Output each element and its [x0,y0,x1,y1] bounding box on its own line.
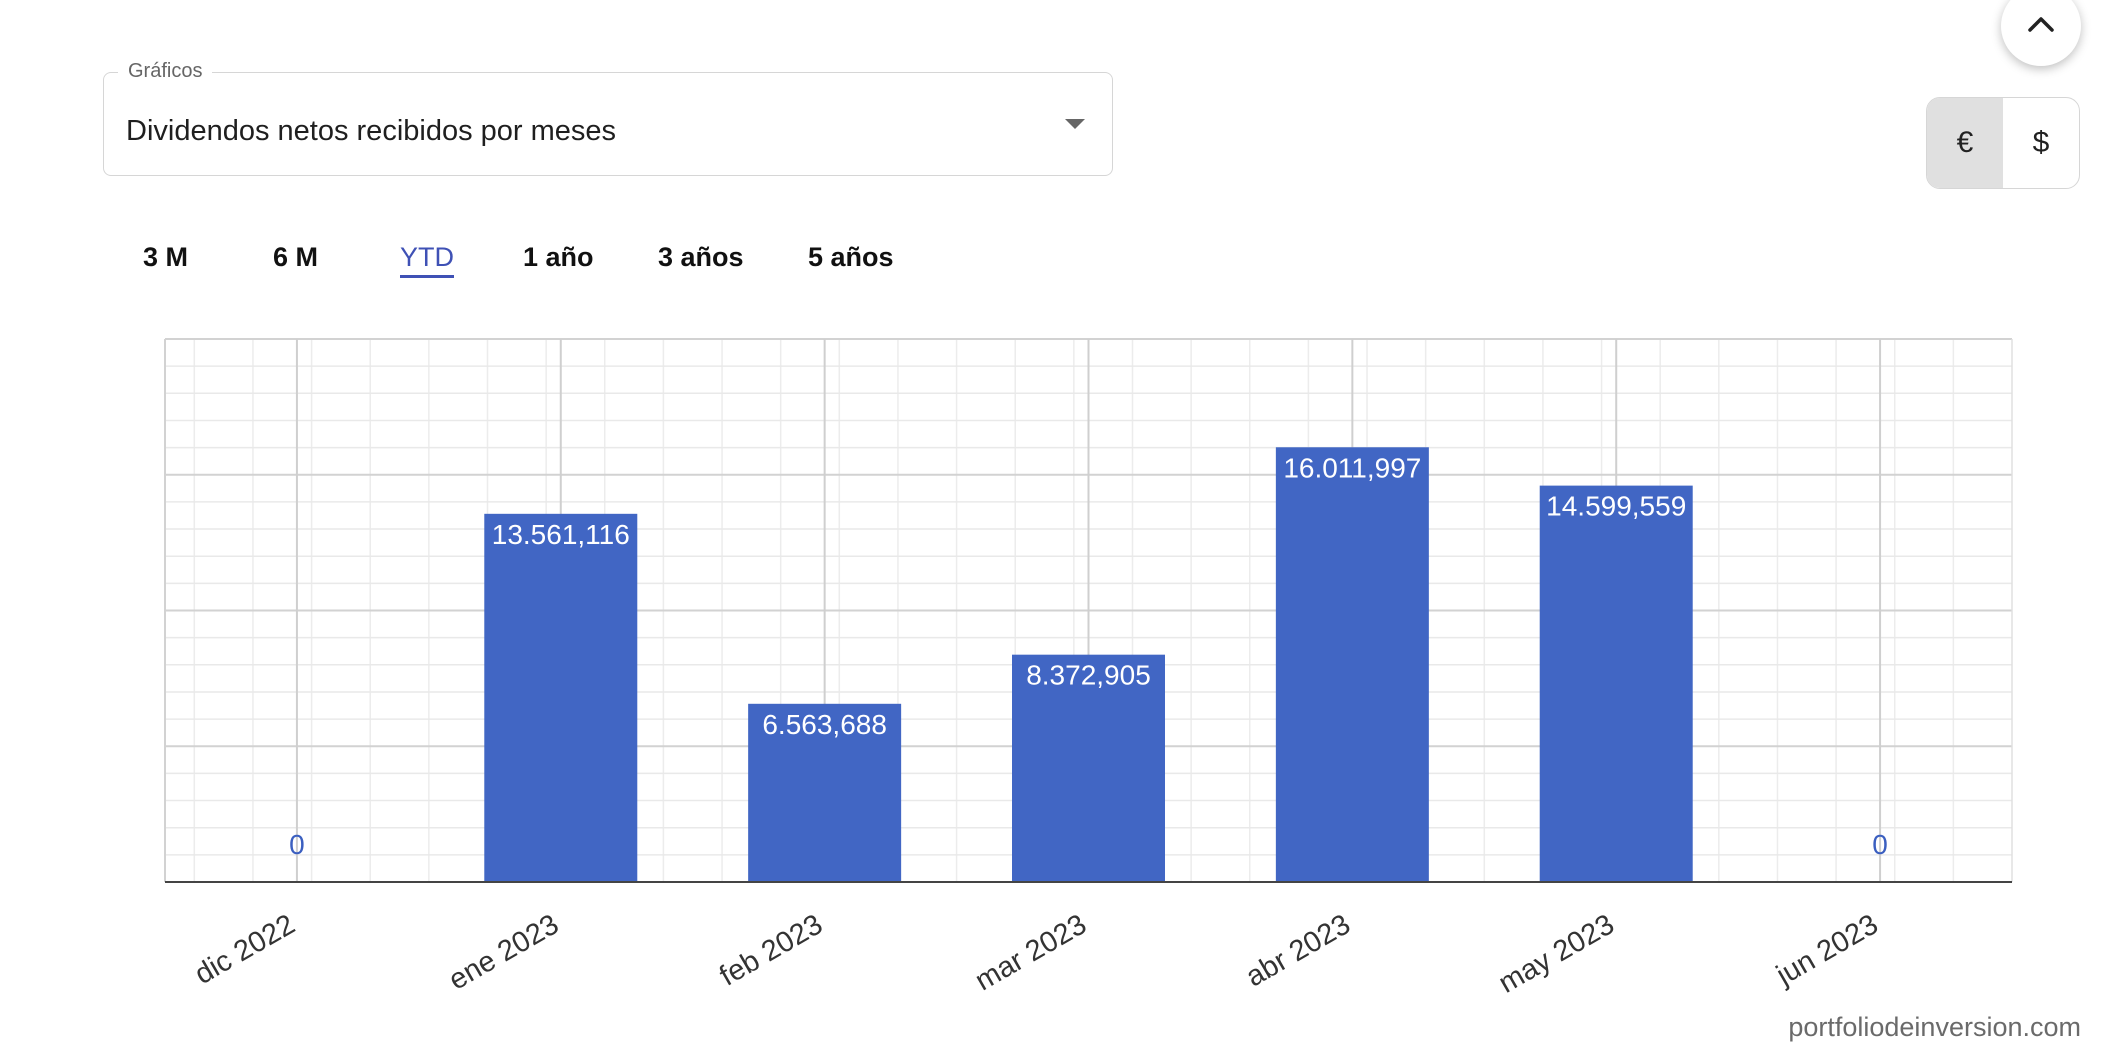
data-label: 13.561,116 [492,519,630,550]
period-tabs: 3 M 6 M YTD 1 año 3 años 5 años [0,242,1000,282]
tab-1-year[interactable]: 1 año [523,242,594,272]
data-label: 8.372,905 [1026,660,1151,691]
x-tick-label: jun 2023 [1770,908,1883,992]
data-label: 0 [289,829,305,860]
bar[interactable] [748,703,902,882]
currency-dollar-button[interactable]: $ [2032,126,2050,159]
x-tick-label: mar 2023 [970,908,1092,997]
dropdown-arrow-icon [1065,119,1085,129]
data-label: 6.563,688 [762,709,887,740]
footer-site-name: portfoliodeinversion.com [1788,1012,2081,1042]
x-tick-label: may 2023 [1493,908,1619,999]
chart-select-value: Dividendos netos recibidos por meses [126,115,617,147]
x-tick-label: abr 2023 [1241,908,1356,993]
bar[interactable] [1012,654,1165,882]
x-tick-label: feb 2023 [714,908,828,992]
chevron-up-icon [2028,17,2054,32]
bar[interactable] [484,513,638,882]
tab-3m[interactable]: 3 M [143,242,189,272]
bar[interactable] [1539,485,1693,882]
tab-3-years[interactable]: 3 años [658,242,744,272]
x-tick-label: dic 2022 [189,908,300,991]
tab-ytd[interactable]: YTD [400,242,454,278]
scroll-top-button[interactable] [2001,0,2081,66]
data-label: 14.599,559 [1546,491,1686,522]
data-label: 16.011,997 [1283,452,1421,483]
x-tick-label: ene 2023 [444,908,565,996]
currency-euro-button[interactable]: € [1927,98,2003,188]
data-label: 0 [1872,829,1888,860]
bar[interactable] [1275,447,1429,882]
chart-select-label: Gráficos [118,60,213,83]
tab-6m[interactable]: 6 M [273,242,319,272]
currency-toggle: € $ [1926,97,2080,189]
tab-5-years[interactable]: 5 años [808,242,894,272]
chart-select[interactable]: Gráficos Dividendos netos recibidos por … [103,60,1113,176]
dividends-bar-chart: 0 13.561,116 6.563,688 8.372,905 16.011,997 1… [164,338,2013,1000]
